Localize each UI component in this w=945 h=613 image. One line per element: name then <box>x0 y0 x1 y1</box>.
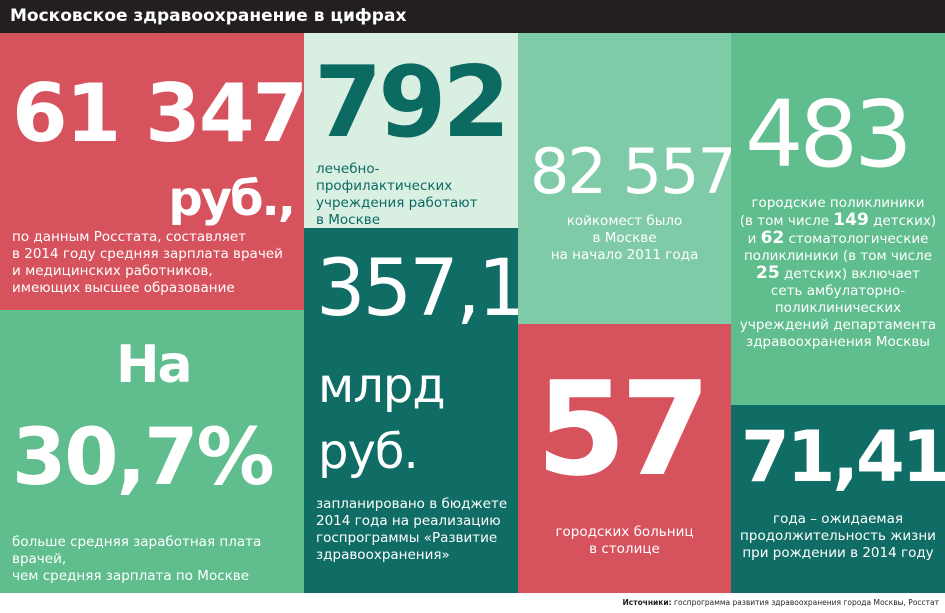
beds-description: койкомест было в Москве на начало 2011 г… <box>550 213 699 263</box>
children-dental-count: 25 <box>756 263 780 283</box>
budget-description: запланировано в бюджете 2014 года на реа… <box>316 496 508 563</box>
children-polyclinics-count: 149 <box>833 210 869 230</box>
budget-tile: 357,1 млрд руб. запланировано в бюджете … <box>304 228 518 593</box>
life-expectancy-tile: 71,41 года – ожидаемая продолжительность… <box>731 405 945 593</box>
beds-value: 82 557 <box>530 135 731 208</box>
life-expectancy-value: 71,41 <box>741 416 945 498</box>
salary-tile: 61 347 руб., по данным Росстата, составл… <box>0 33 304 310</box>
institutions-tile: 792 лечебно-профилактических учреждения … <box>304 33 518 228</box>
percent-value: 30,7% <box>12 413 275 503</box>
budget-value: 357,1 <box>316 244 518 334</box>
sources-label: Источники: <box>622 598 672 607</box>
sources-footer: Источники: госпрограмма развития здравоо… <box>0 593 945 613</box>
dental-polyclinics-count: 62 <box>760 228 785 248</box>
percent-prefix: На <box>116 335 193 395</box>
infographic-title: Московское здравоохранение в цифрах <box>0 0 945 33</box>
salary-unit: руб., <box>168 171 296 227</box>
hospitals-tile: 57 городских больниц в столице <box>518 324 731 593</box>
percent-description: больше средняя заработная плата врачей, … <box>12 534 262 584</box>
polyclinics-value: 483 <box>745 81 913 188</box>
sources-text: госпрограмма развития здравоохранения го… <box>671 598 939 607</box>
percent-tile: На 30,7% больше средняя заработная плата… <box>0 310 304 593</box>
polyclinics-description: городские поликлиники (в том числе 149 д… <box>739 195 937 350</box>
hospitals-description: городских больниц в столице <box>555 524 694 557</box>
life-expectancy-description: года – ожидаемая продолжительность жизни… <box>740 511 936 561</box>
polyclinics-tile: 483 городские поликлиники (в том числе 1… <box>731 33 945 405</box>
budget-unit-rub: руб. <box>318 424 419 480</box>
salary-description: по данным Росстата, составляет в 2014 го… <box>12 229 283 296</box>
salary-value: 61 347 <box>12 67 304 160</box>
institutions-value: 792 <box>314 46 511 160</box>
institutions-description: лечебно-профилактических учреждения рабо… <box>316 161 478 228</box>
hospitals-value: 57 <box>536 353 711 505</box>
budget-unit-billion: млрд <box>318 358 446 414</box>
beds-tile: 82 557 койкомест было в Москве на начало… <box>518 33 731 324</box>
